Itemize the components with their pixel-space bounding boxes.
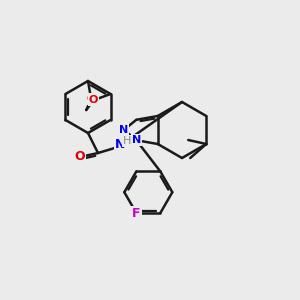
Text: N: N <box>132 135 141 145</box>
Text: O: O <box>89 95 98 105</box>
Text: N: N <box>115 139 125 152</box>
Text: O: O <box>86 94 96 104</box>
Text: H: H <box>123 136 131 146</box>
Text: O: O <box>75 151 85 164</box>
Text: N: N <box>119 125 128 135</box>
Text: F: F <box>132 206 141 220</box>
